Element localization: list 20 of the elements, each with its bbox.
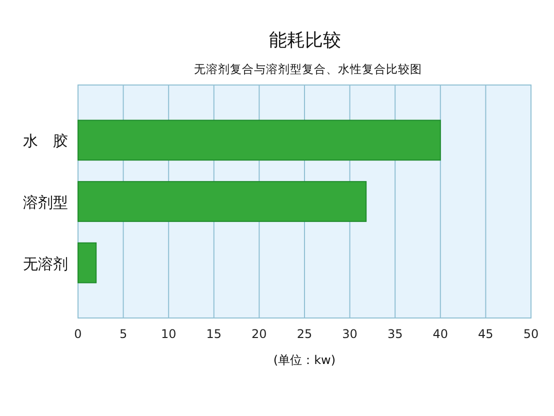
bar [78,181,367,222]
x-axis-title: (单位：kw) [273,353,336,367]
bar [78,242,97,284]
x-tick-label: 50 [523,327,539,341]
chart-subtitle: 无溶剂复合与溶剂型复合、水性复合比较图 [194,62,422,76]
x-tick-label: 45 [478,327,494,341]
x-tick-label: 35 [387,327,403,341]
x-tick-label: 25 [296,327,312,341]
x-tick-label: 0 [74,327,82,341]
y-tick-label: 溶剂型 [23,194,68,212]
bar [78,120,441,161]
x-tick-label: 20 [252,327,267,341]
y-tick-label: 水 胶 [23,132,68,150]
chart-title: 能耗比较 [269,30,341,51]
x-tick-label: 5 [119,327,128,341]
x-tick-label: 30 [342,327,358,341]
x-tick-label: 40 [432,327,448,341]
y-tick-label: 无溶剂 [23,254,68,273]
x-tick-label: 10 [160,327,176,341]
x-tick-label: 15 [206,327,222,341]
